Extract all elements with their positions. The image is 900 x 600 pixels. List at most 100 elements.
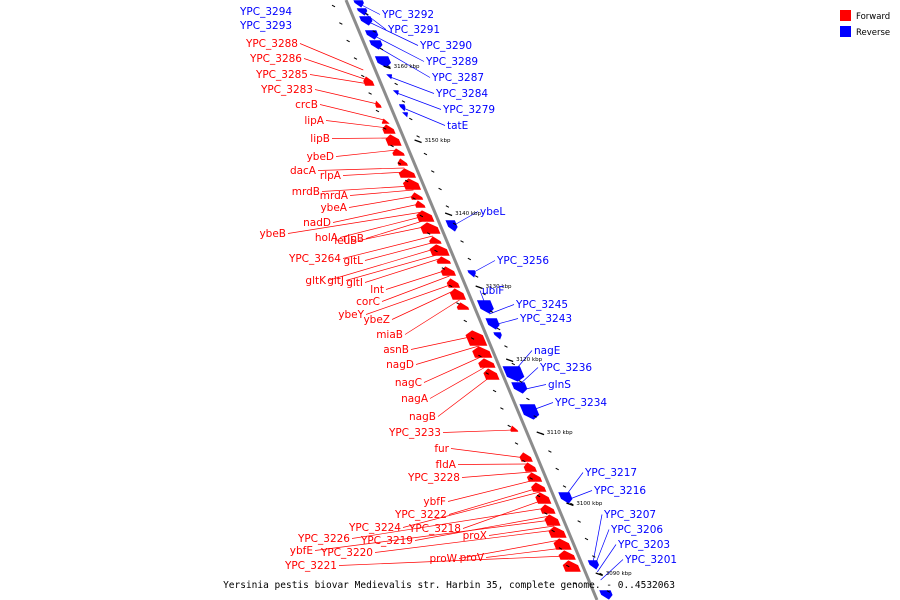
label-layer: YPC_3294 YPC_3293 YPC_3292 YPC_3291 YPC_3290… (239, 6, 677, 572)
minor-tick (412, 197, 416, 200)
forward-feature-25 (518, 451, 534, 463)
minor-tick (434, 249, 438, 253)
minor-tick (511, 362, 516, 366)
tick-label: 3110 kbp (547, 430, 573, 436)
gene-label-naga: nagA (401, 393, 429, 405)
leader-line (403, 107, 446, 126)
gene-name: YPC_3245 (515, 299, 568, 311)
leader-line (489, 304, 515, 315)
forward-feature-0 (362, 75, 376, 87)
minor-tick (478, 354, 482, 358)
minor-tick (555, 467, 559, 471)
minor-tick (485, 372, 490, 375)
gene-name: ubiF (482, 285, 504, 297)
gene-label-ybff: ybfF (423, 496, 446, 508)
leader-line (513, 350, 533, 373)
leader-line (314, 519, 552, 551)
leader-line (303, 58, 368, 81)
gene-name: YPC_3219 (360, 535, 413, 547)
forward-feature-7 (398, 167, 417, 179)
leader-line (331, 137, 392, 139)
minor-tick (423, 152, 428, 156)
gene-label-gltl: gltL (343, 255, 363, 267)
gene-name: YPC_3228 (407, 472, 460, 484)
minor-tick (496, 327, 501, 331)
leader-line (447, 479, 535, 502)
gene-name: YPC_3234 (554, 397, 607, 409)
minor-tick (394, 82, 398, 86)
leader-line (319, 104, 385, 121)
minor-tick (463, 319, 468, 323)
reverse-feature-20 (598, 589, 614, 600)
gene-name: nagD (386, 359, 414, 371)
gene-label-nadd: nadD (303, 217, 331, 229)
minor-tick (529, 477, 533, 480)
gene-name: proX (463, 530, 487, 542)
minor-tick (390, 144, 394, 148)
legend-label-forward: Forward (856, 12, 890, 22)
leader-line (437, 375, 492, 417)
leader-line (339, 215, 425, 238)
gene-name: YPC_3220 (320, 547, 373, 559)
minor-tick (558, 547, 563, 550)
gene-label-mrdb: mrdB (292, 186, 320, 198)
gene-label-ypc-3284: YPC_3284 (435, 88, 488, 100)
leader-line (332, 203, 420, 223)
leader-line (414, 515, 550, 541)
gene-name: YPC_3294 (239, 6, 292, 18)
leader-line (381, 275, 450, 302)
leader-line (364, 241, 436, 261)
forward-feature-32 (547, 525, 568, 539)
reverse-feature-15 (501, 365, 526, 383)
leader-lines (287, 3, 624, 581)
gene-label-prow: proW (429, 553, 457, 565)
gene-name: corC (356, 296, 380, 308)
leader-line (485, 547, 564, 558)
minor-tick (368, 92, 372, 95)
gene-name: gltI (346, 277, 363, 289)
leader-line (429, 365, 488, 399)
gene-label-ybea: ybeA (320, 202, 347, 214)
gene-name: YPC_3293 (239, 20, 292, 32)
gene-label-ypc-3219: YPC_3219 (360, 535, 413, 547)
gene-label-ybeb: ybeB (259, 228, 286, 240)
gene-label-ypc-3233: YPC_3233 (388, 427, 441, 439)
forward-feature-27 (526, 471, 544, 483)
minor-tick (379, 47, 384, 51)
gene-label-nagd: nagD (386, 359, 414, 371)
minor-tick (430, 170, 435, 173)
leader-line (366, 20, 419, 46)
gene-label-ypc-3285: YPC_3285 (255, 69, 308, 81)
minor-tick (507, 424, 511, 428)
gene-name: YPC_3283 (260, 84, 313, 96)
forward-feature-19 (456, 301, 471, 311)
gene-label-ypc-3243: YPC_3243 (519, 313, 572, 325)
reverse-feature-0 (352, 0, 365, 9)
minor-tick (599, 572, 603, 576)
tick-label: 3100 kbp (576, 501, 602, 507)
leader-line (462, 499, 544, 529)
gene-label-ubif: ubiF (482, 285, 504, 297)
gene-label-ypc-3220: YPC_3220 (320, 547, 373, 559)
minor-tick (570, 502, 574, 506)
leader-line (600, 559, 624, 581)
gene-name: YPC_3218 (408, 523, 461, 535)
minor-tick (452, 222, 457, 226)
leader-line (458, 539, 560, 559)
leader-line (287, 211, 423, 234)
minor-tick (522, 459, 526, 463)
gene-label-lnt: lnt (370, 284, 384, 296)
leader-line (518, 367, 539, 386)
forward-feature-5 (391, 147, 406, 157)
leader-line (338, 555, 567, 566)
minor-tick (382, 127, 387, 130)
gene-label-ypc-3226: YPC_3226 (297, 533, 350, 545)
reverse-feature-4 (368, 39, 384, 51)
gene-name: YPC_3285 (255, 69, 308, 81)
gene-label-nagc: nagC (395, 377, 422, 389)
gene-label-flda: fldA (436, 459, 457, 471)
gene-name: YPC_3290 (419, 40, 472, 52)
leader-line (314, 89, 378, 105)
minor-tick (401, 100, 406, 103)
minor-tick (606, 590, 611, 593)
